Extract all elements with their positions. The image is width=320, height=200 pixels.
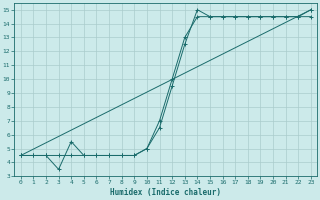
X-axis label: Humidex (Indice chaleur): Humidex (Indice chaleur) (110, 188, 221, 197)
